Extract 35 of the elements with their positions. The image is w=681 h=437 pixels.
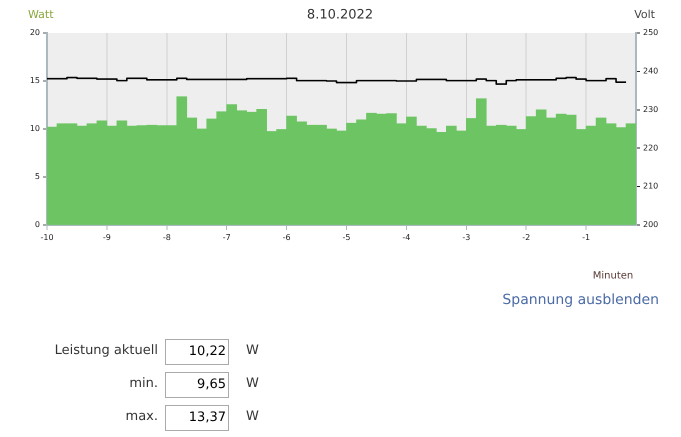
text: 10,22 <box>165 339 229 365</box>
x-tick-label: -10 <box>40 232 54 242</box>
y2-tick-label: 200 <box>643 220 658 230</box>
text: W <box>246 376 259 391</box>
x-tick-label: -3 <box>462 232 470 242</box>
y2-tick-label: 240 <box>643 66 658 76</box>
x-tick-label: -8 <box>162 232 171 242</box>
y-tick-label: 0 <box>34 220 40 230</box>
x-tick-label: -5 <box>342 232 350 242</box>
text: 9,65 <box>165 372 229 398</box>
y2-axis-title: Volt <box>634 8 656 21</box>
y-tick-label: 15 <box>30 76 40 86</box>
y2-tick-label: 220 <box>643 143 658 152</box>
text: Leistung aktuell <box>54 343 158 358</box>
x-tick-label: -2 <box>522 232 530 242</box>
y2-tick-label: 210 <box>643 182 658 191</box>
text: min. <box>129 376 158 391</box>
x-tick-label: -4 <box>402 232 410 242</box>
chart-title: 8.10.2022 <box>306 7 374 22</box>
x-tick-label: -6 <box>282 232 291 242</box>
y2-tick-label: 230 <box>643 104 658 114</box>
text: Spannung ausblenden <box>502 292 659 308</box>
x-tick-label: -7 <box>222 232 231 242</box>
text: max. <box>126 409 158 424</box>
y-tick-label: 10 <box>30 124 40 134</box>
text: 13,37 <box>165 405 229 431</box>
text: W <box>246 409 259 424</box>
x-tick-label: -9 <box>102 232 111 242</box>
y-tick-label: 20 <box>30 28 40 38</box>
y-tick-label: 5 <box>34 172 40 182</box>
y-axis-title: Watt <box>28 8 54 21</box>
y2-tick-label: 250 <box>643 28 658 38</box>
x-axis-title: Minuten <box>592 270 634 282</box>
text: W <box>246 343 259 358</box>
x-tick-label: -1 <box>582 232 590 242</box>
